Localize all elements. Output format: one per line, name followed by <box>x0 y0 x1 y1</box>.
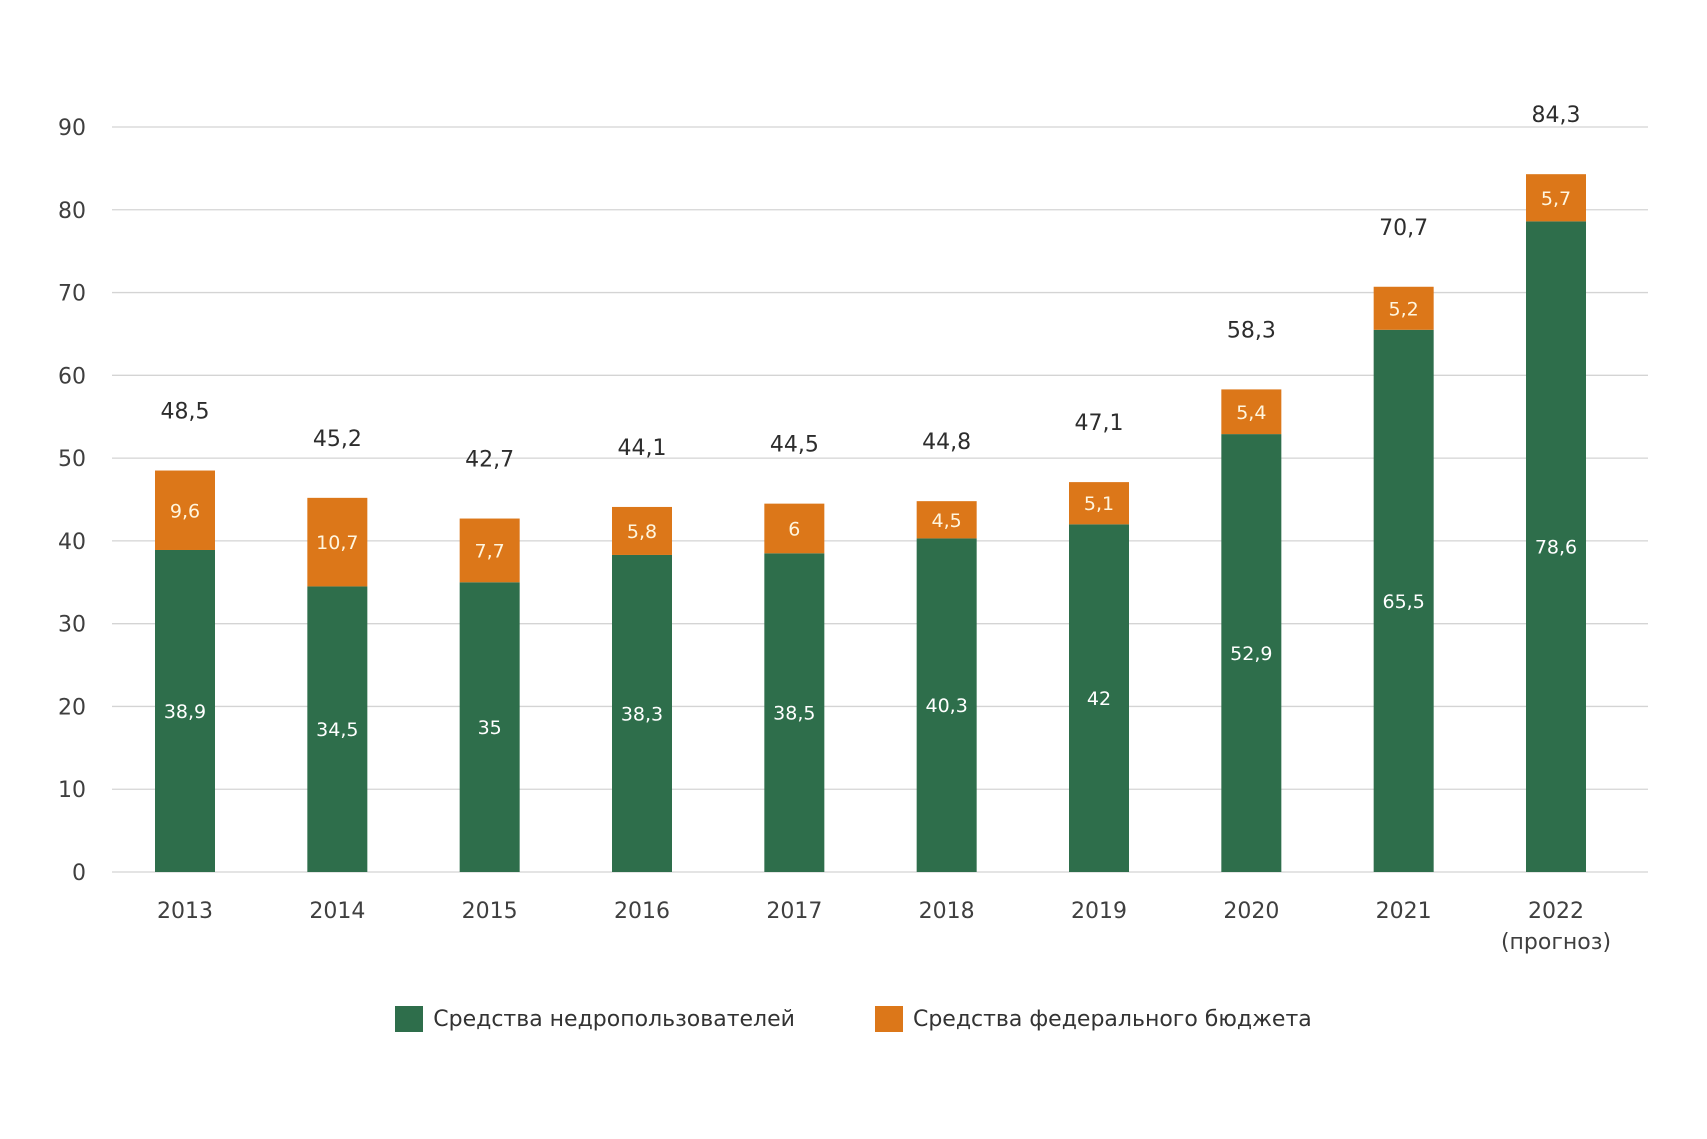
y-axis-ticks: 0 10 20 30 40 50 60 70 80 90 <box>58 116 86 886</box>
y-tick-label: 30 <box>58 613 86 638</box>
y-tick-label: 50 <box>58 447 86 472</box>
legend: Средства недропользователей Средства фед… <box>0 1006 1707 1032</box>
data-label-federal-budget: 4,5 <box>932 510 962 532</box>
data-label-subsoil-users: 52,9 <box>1230 643 1272 665</box>
x-tick-label: 2020 <box>1223 899 1279 924</box>
bar-segment-federal-budget <box>612 506 672 555</box>
data-label-federal-budget: 5,2 <box>1389 298 1419 320</box>
bar-segment-federal-budget <box>1069 482 1129 525</box>
data-label-subsoil-users: 42 <box>1087 688 1111 710</box>
bar-segment-federal-budget <box>1373 286 1434 330</box>
total-label: 44,1 <box>618 436 667 461</box>
data-labels: 38,9 9,6 48,5 34,5 10,7 45,2 35 7,7 42,7 38,3 5,8 4… <box>161 103 1581 741</box>
bar-segment-subsoil-users <box>916 538 977 872</box>
data-label-subsoil-users: 38,5 <box>773 703 815 725</box>
x-tick-label: 2016 <box>614 899 670 924</box>
bar-segment-subsoil-users <box>612 554 672 872</box>
x-tick-label: 2021 <box>1376 899 1432 924</box>
y-tick-label: 10 <box>58 778 86 803</box>
total-label: 42,7 <box>465 448 514 473</box>
x-tick-label: 2015 <box>462 899 518 924</box>
legend-swatch-federal-budget <box>874 1006 903 1032</box>
total-label: 58,3 <box>1227 318 1276 343</box>
bar-segment-subsoil-users <box>155 549 215 872</box>
y-tick-label: 80 <box>58 199 86 224</box>
data-label-subsoil-users: 78,6 <box>1535 537 1577 559</box>
bar-segment-federal-budget <box>459 518 520 583</box>
x-tick-label: 2019 <box>1071 899 1127 924</box>
total-label: 70,7 <box>1379 216 1428 241</box>
legend-label: Средства федерального бюджета <box>912 1006 1312 1032</box>
bar-segment-subsoil-users <box>764 553 825 872</box>
total-label: 84,3 <box>1532 103 1581 128</box>
total-label: 48,5 <box>161 400 210 425</box>
data-label-federal-budget: 5,4 <box>1236 402 1266 424</box>
data-label-subsoil-users: 40,3 <box>926 695 968 717</box>
legend-item-federal-budget[interactable]: Средства федерального бюджета <box>874 1006 1312 1032</box>
x-tick-label: 2017 <box>766 899 822 924</box>
bar-segment-subsoil-users <box>1069 524 1129 872</box>
x-tick-label: 2013 <box>157 899 213 924</box>
total-label: 47,1 <box>1075 411 1124 436</box>
bar-segment-subsoil-users <box>1373 329 1434 872</box>
gridlines <box>112 126 1648 873</box>
data-label-subsoil-users: 35 <box>478 717 502 739</box>
y-tick-label: 0 <box>72 861 86 886</box>
data-label-federal-budget: 9,6 <box>170 500 200 522</box>
y-tick-label: 90 <box>58 116 86 141</box>
bars <box>155 174 1586 872</box>
bar-segment-federal-budget <box>1526 174 1586 222</box>
bar-segment-federal-budget <box>1221 389 1282 435</box>
bar-segment-federal-budget <box>916 501 977 539</box>
x-tick-label: 2022 <box>1528 899 1584 924</box>
x-tick-label: (прогноз) <box>1501 930 1611 955</box>
bar-segment-subsoil-users <box>1221 434 1282 872</box>
data-label-federal-budget: 5,7 <box>1541 188 1571 210</box>
data-label-federal-budget: 5,8 <box>627 521 657 543</box>
bar-segment-subsoil-users <box>1526 221 1586 872</box>
legend-item-subsoil-users[interactable]: Средства недропользователей <box>395 1006 795 1032</box>
y-tick-label: 70 <box>58 282 86 307</box>
legend-swatch-subsoil-users <box>395 1006 424 1032</box>
y-tick-label: 60 <box>58 364 86 389</box>
data-label-subsoil-users: 38,9 <box>164 701 206 723</box>
data-label-federal-budget: 6 <box>788 518 800 540</box>
data-label-subsoil-users: 65,5 <box>1383 591 1425 613</box>
bar-segment-federal-budget <box>307 497 368 587</box>
legend-label: Средства недропользователей <box>433 1006 795 1032</box>
y-tick-label: 20 <box>58 695 86 720</box>
total-label: 44,8 <box>922 430 971 455</box>
y-tick-label: 40 <box>58 530 86 555</box>
data-label-subsoil-users: 34,5 <box>316 719 358 741</box>
bar-segment-federal-budget <box>764 503 825 554</box>
data-label-federal-budget: 5,1 <box>1084 493 1114 515</box>
data-label-subsoil-users: 38,3 <box>621 703 663 725</box>
x-tick-label: 2014 <box>309 899 365 924</box>
data-label-federal-budget: 7,7 <box>475 540 505 562</box>
bar-segment-federal-budget <box>155 470 215 550</box>
x-tick-label: 2018 <box>919 899 975 924</box>
bar-segment-subsoil-users <box>307 586 368 872</box>
total-label: 44,5 <box>770 433 819 458</box>
data-label-federal-budget: 10,7 <box>316 532 358 554</box>
bar-segment-subsoil-users <box>459 582 520 872</box>
total-label: 45,2 <box>313 427 362 452</box>
x-axis-ticks: 2013 2014 2015 2016 2017 2018 2019 2020 2021 2022… <box>157 899 1611 955</box>
